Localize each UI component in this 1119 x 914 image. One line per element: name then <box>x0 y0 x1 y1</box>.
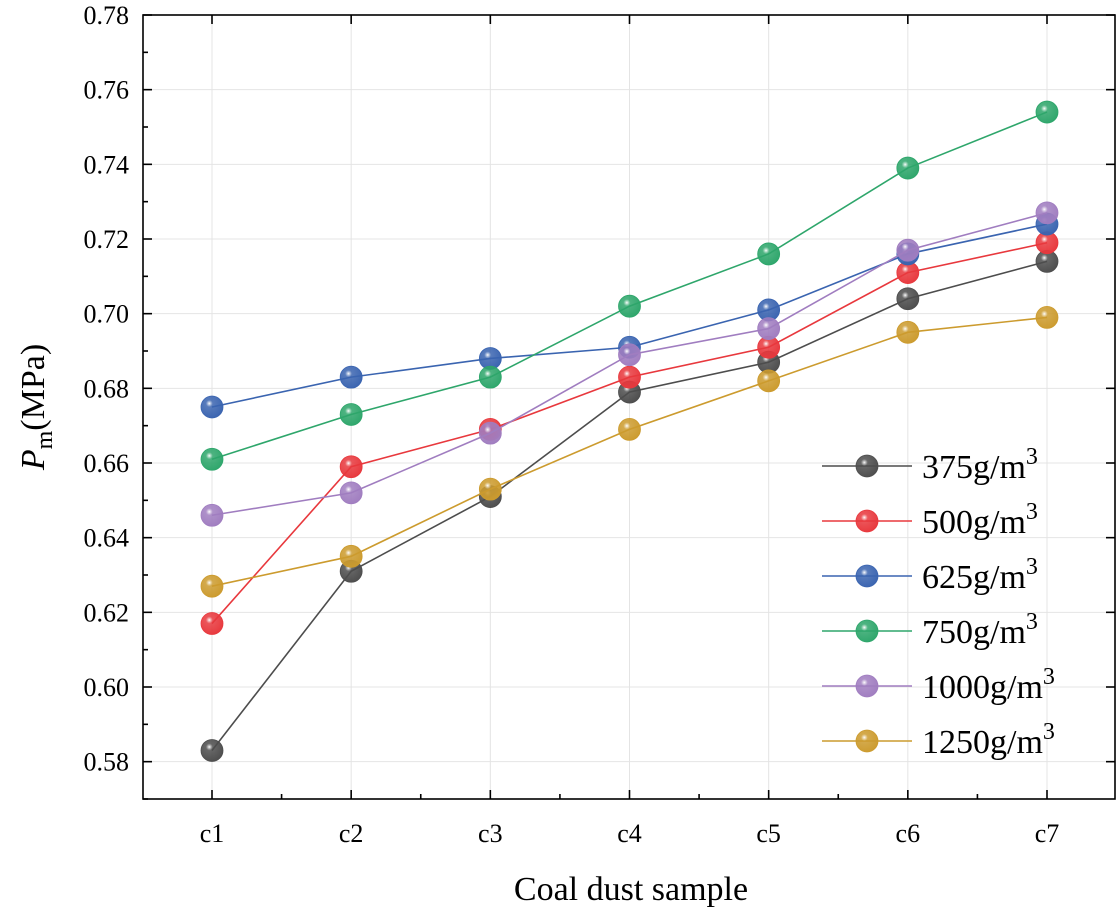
x-tick-label: c6 <box>896 819 921 848</box>
data-point <box>1035 305 1059 329</box>
data-point <box>618 417 641 441</box>
y-tick-label: 0.74 <box>84 150 130 179</box>
y-tick-label: 0.58 <box>84 748 130 777</box>
series-5 <box>200 305 1059 598</box>
data-point <box>896 287 920 311</box>
data-point <box>478 477 502 501</box>
legend-marker <box>855 564 879 588</box>
legend-label: 375g/m3 <box>922 444 1038 486</box>
legend-label-text: 750g/m <box>922 614 1026 651</box>
data-point <box>618 365 641 389</box>
data-point <box>200 395 224 419</box>
legend-label-sup: 3 <box>1043 719 1055 745</box>
data-point <box>1035 100 1059 124</box>
y-tick-label: 0.72 <box>84 225 130 254</box>
series-3 <box>200 100 1059 471</box>
legend: 375g/m3500g/m3625g/m3750g/m31000g/m31250… <box>822 444 1055 761</box>
y-tick-label: 0.62 <box>84 598 130 627</box>
x-tick-label: c2 <box>339 819 364 848</box>
y-tick-label: 0.70 <box>84 300 130 329</box>
legend-marker <box>855 619 879 643</box>
legend-marker <box>855 674 879 698</box>
x-axis-title: Coal dust sample <box>514 871 748 908</box>
legend-label-sup: 3 <box>1026 554 1038 580</box>
legend-entry: 1000g/m3 <box>822 664 1055 706</box>
axis-ticks <box>143 14 1115 800</box>
y-tick-label: 0.66 <box>84 449 130 478</box>
legend-entry: 500g/m3 <box>822 499 1038 541</box>
x-tick-labels: c1 c2 c3 c4 c5 c6 c7 <box>200 819 1060 848</box>
legend-marker <box>855 729 879 753</box>
legend-label-text: 1250g/m <box>922 724 1043 761</box>
legend-entry: 1250g/m3 <box>822 719 1055 761</box>
data-point <box>757 242 781 266</box>
y-tick-label: 0.60 <box>84 673 130 702</box>
data-point <box>896 320 920 344</box>
data-point <box>200 612 224 635</box>
legend-label: 1250g/m3 <box>922 719 1055 761</box>
y-tick-label: 0.78 <box>84 1 130 30</box>
data-point <box>1035 201 1059 225</box>
y-axis-title-unit: (MPa) <box>15 344 52 431</box>
y-axis-title: Pm(MPa) <box>15 344 58 471</box>
y-tick-label: 0.68 <box>84 374 130 403</box>
legend-label: 750g/m3 <box>922 609 1038 651</box>
series-1 <box>200 231 1059 635</box>
data-point <box>339 403 363 426</box>
legend-entry: 375g/m3 <box>822 444 1038 486</box>
legend-label-text: 500g/m <box>922 504 1026 541</box>
legend-label-sup: 3 <box>1026 444 1038 470</box>
legend-label-sup: 3 <box>1026 609 1038 635</box>
data-point <box>200 739 224 762</box>
legend-label-sup: 3 <box>1026 499 1038 525</box>
y-axis-title-sub: m <box>32 430 58 449</box>
legend-label: 500g/m3 <box>922 499 1038 541</box>
data-point <box>757 317 781 341</box>
legend-label-sup: 3 <box>1043 664 1055 690</box>
y-tick-label: 0.64 <box>84 524 130 553</box>
data-point <box>618 343 641 367</box>
x-tick-label: c5 <box>756 819 781 848</box>
legend-label: 625g/m3 <box>922 554 1038 596</box>
legend-label-text: 625g/m <box>922 559 1026 596</box>
x-tick-label: c7 <box>1035 819 1060 848</box>
legend-entry: 750g/m3 <box>822 609 1038 651</box>
data-point <box>339 365 363 389</box>
x-tick-label: c1 <box>200 819 225 848</box>
data-point <box>200 503 224 527</box>
data-point <box>896 156 920 180</box>
y-tick-label: 0.76 <box>84 76 130 105</box>
data-point <box>339 455 363 479</box>
legend-label: 1000g/m3 <box>922 664 1055 706</box>
y-tick-labels: 0.58 0.60 0.62 0.64 0.66 0.68 0.70 0.72 0.74 0.76… <box>84 1 130 777</box>
legend-label-text: 375g/m <box>922 449 1026 486</box>
data-point <box>200 447 224 471</box>
series-layer <box>200 100 1059 762</box>
data-point <box>896 238 920 262</box>
series-4 <box>200 201 1059 527</box>
data-point <box>339 544 363 568</box>
x-tick-label: c3 <box>478 819 503 848</box>
data-point <box>478 365 502 389</box>
y-axis-title-main: P <box>15 449 52 471</box>
legend-marker <box>855 454 879 478</box>
data-point <box>618 294 641 318</box>
data-point <box>757 369 781 393</box>
legend-entry: 625g/m3 <box>822 554 1038 596</box>
data-point <box>339 481 363 505</box>
legend-marker <box>855 509 879 533</box>
legend-label-text: 1000g/m <box>922 669 1043 706</box>
data-point <box>478 421 502 445</box>
data-point <box>200 574 224 598</box>
x-tick-label: c4 <box>617 819 642 848</box>
